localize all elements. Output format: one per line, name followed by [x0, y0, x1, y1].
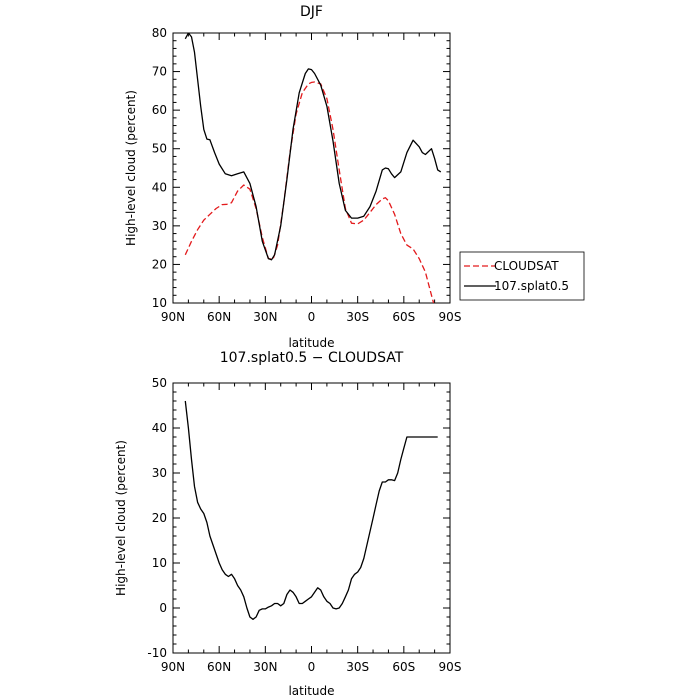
y-axis-label: High-level cloud (percent)	[124, 90, 138, 246]
x-tick-label: 60S	[392, 660, 415, 674]
x-tick-label: 30N	[253, 660, 277, 674]
plot-frame	[172, 32, 451, 304]
x-tick-label: 30N	[253, 310, 277, 324]
y-tick-label: 20	[152, 257, 167, 271]
x-tick-label: 0	[308, 660, 316, 674]
x-tick-label: 30S	[346, 660, 369, 674]
x-tick-label: 30S	[346, 310, 369, 324]
y-tick-label: 10	[152, 556, 167, 570]
chart-title: 107.splat0.5 − CLOUDSAT	[220, 350, 404, 366]
y-tick-label: 40	[152, 180, 167, 194]
x-tick-label: 60N	[207, 660, 231, 674]
y-tick-label: -10	[147, 646, 167, 660]
x-tick-label: 60S	[392, 310, 415, 324]
plot-frame	[172, 382, 451, 654]
y-tick-label: 50	[152, 142, 167, 156]
x-tick-label: 90S	[439, 660, 462, 674]
legend-label: CLOUDSAT	[494, 259, 559, 273]
series-line-difference	[184, 400, 438, 620]
legend-box	[459, 251, 585, 301]
y-tick-label: 30	[152, 466, 167, 480]
y-tick-label: 40	[152, 421, 167, 435]
chart-panel-2: -10 0 10 20 30 40 50 90N 60N 30N 0 30S 60S 90S 107.spl…	[114, 350, 461, 698]
x-tick-label: 90N	[161, 310, 185, 324]
series-line-cloudsat	[184, 81, 435, 303]
y-tick-label: 10	[152, 296, 167, 310]
x-axis-label: latitude	[288, 684, 334, 698]
chart-title: DJF	[300, 4, 323, 20]
y-tick-label: 60	[152, 103, 167, 117]
y-tick-label: 50	[152, 376, 167, 390]
series-line-107-splat0-5	[184, 33, 442, 261]
legend: CLOUDSAT 107.splat0.5	[459, 251, 585, 301]
y-tick-label: 80	[152, 26, 167, 40]
x-tick-label: 90S	[439, 310, 462, 324]
x-tick-label: 60N	[207, 310, 231, 324]
chart-panel-1: 10 20 30 40 50 60 70 80 90N 60N 30N 0 30S 60S 90S DJF la…	[124, 4, 585, 350]
y-tick-label: 20	[152, 511, 167, 525]
y-tick-label: 0	[159, 601, 167, 615]
x-tick-label: 0	[308, 310, 316, 324]
y-tick-label: 30	[152, 219, 167, 233]
y-axis-label: High-level cloud (percent)	[114, 440, 128, 596]
legend-label: 107.splat0.5	[494, 279, 569, 293]
x-axis-label: latitude	[288, 336, 334, 350]
x-tick-label: 90N	[161, 660, 185, 674]
y-tick-label: 70	[152, 65, 167, 79]
